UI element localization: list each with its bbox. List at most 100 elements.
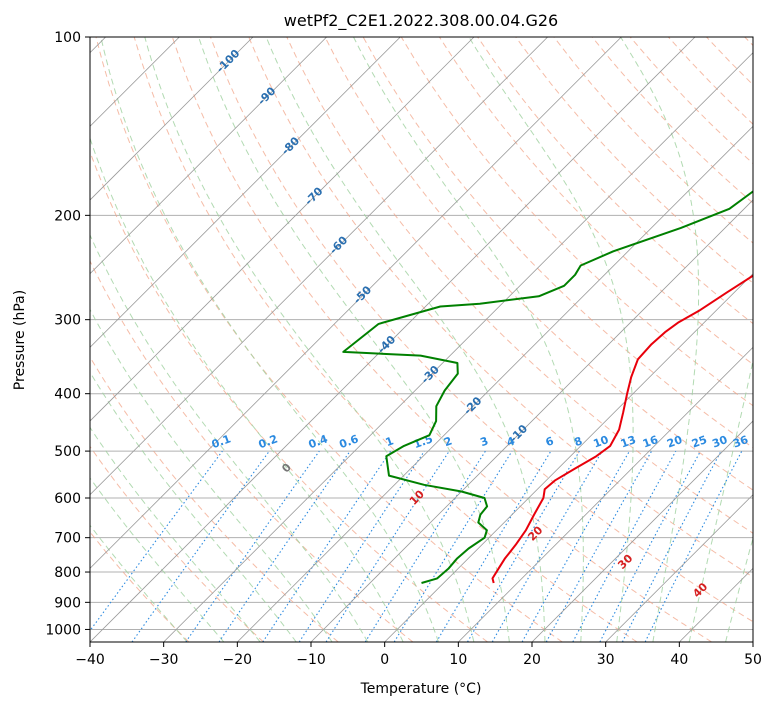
mixing-ratio-label: 13	[619, 433, 638, 450]
y-tick-label: 400	[54, 387, 81, 403]
mixing-ratio-label: 20	[665, 433, 684, 451]
chart-title: wetPf2_C2E1.2022.308.00.04.G26	[284, 11, 558, 31]
mixing-ratio-label: 0.1	[210, 432, 233, 451]
moist-adiabat	[100, 37, 439, 642]
plot-area	[90, 37, 753, 642]
y-tick-label: 800	[54, 565, 81, 581]
isotherm-line	[531, 420, 753, 642]
isotherm-line	[90, 37, 622, 569]
x-tick-label: 10	[449, 652, 467, 668]
x-tick-label: −30	[149, 652, 179, 668]
mixing-ratio-label: 36	[731, 433, 750, 451]
mixing-ratio-label: 10	[592, 433, 611, 451]
y-tick-label: 300	[54, 313, 81, 329]
mixing-ratio-line	[298, 450, 425, 642]
y-tick-label: 500	[54, 444, 81, 460]
plot-background	[90, 37, 753, 642]
mixing-ratio-label: 8	[572, 434, 584, 449]
isotherm-line	[90, 37, 401, 348]
x-tick-label: 0	[380, 652, 389, 668]
isotherm-line	[458, 346, 753, 642]
mixing-ratio-line	[325, 450, 450, 642]
sounding-series	[342, 190, 753, 584]
temperature-line	[491, 274, 753, 584]
mixing-ratio-label: 1	[384, 434, 396, 449]
moist-adiabat	[688, 358, 753, 642]
x-axis-ticks: −40 −30 −20 −10 0 10 20 30 40 50	[75, 642, 762, 668]
pressure-gridlines	[90, 37, 753, 630]
y-tick-label: 700	[54, 531, 81, 547]
x-tick-label: 30	[597, 652, 615, 668]
dry-adiabat	[515, 37, 753, 284]
y-tick-label: 600	[54, 491, 81, 507]
dry-adiabat	[324, 37, 753, 491]
y-axis-title: Pressure (hPa)	[12, 290, 28, 390]
moist-adiabat	[725, 536, 753, 642]
dry-adiabat	[95, 37, 563, 642]
dry-adiabat	[286, 37, 753, 534]
dry-adiabat	[248, 37, 753, 578]
y-tick-label: 100	[54, 30, 81, 46]
mixing-ratio-label: 4	[505, 434, 517, 449]
moist-adiabat	[90, 524, 188, 642]
mixing-ratio-label: 16	[641, 433, 660, 451]
dry-adiabat	[90, 445, 264, 642]
moist-adiabat	[90, 136, 404, 642]
mixing-ratio-line	[572, 450, 677, 642]
mixing-ratio-label: 0.6	[338, 432, 361, 451]
moist-adiabat	[90, 233, 369, 642]
moist-adiabat	[90, 426, 261, 642]
x-tick-label: 50	[744, 652, 762, 668]
y-tick-label: 1000	[45, 622, 81, 638]
dry-adiabat	[210, 37, 753, 623]
isotherm-line	[310, 199, 753, 642]
moist-adiabat	[620, 37, 700, 642]
isotherm-line	[90, 37, 548, 496]
moist-adiabat	[198, 37, 510, 642]
x-tick-label: −20	[223, 652, 253, 668]
isotherm-line	[90, 37, 475, 422]
x-tick-label: −10	[296, 652, 326, 668]
dry-adiabat	[90, 259, 414, 642]
moist-adiabat	[90, 477, 225, 642]
mixing-ratio-label: 2	[442, 434, 454, 449]
isotherm-line	[90, 37, 696, 642]
mixing-ratio-line	[218, 450, 351, 642]
mixing-ratio-line	[262, 450, 392, 642]
mixing-ratio-label: 0.4	[307, 432, 330, 451]
x-tick-label: 40	[670, 652, 688, 668]
mixing-ratio-label: 30	[710, 433, 729, 451]
isotherms	[90, 37, 753, 642]
mixing-ratio-line	[644, 450, 743, 642]
isotherm-line	[384, 273, 753, 642]
mixing-ratio-line	[521, 450, 630, 642]
dry-adiabat	[171, 37, 712, 642]
isotherm-line	[237, 125, 753, 642]
y-axis-ticks: 100 200 300 400 500 600 700 800 900 1000	[45, 30, 90, 638]
mixing-ratio-label: 3	[478, 434, 490, 449]
y-tick-label: 200	[54, 208, 81, 224]
x-tick-label: 20	[523, 652, 541, 668]
x-axis-title: Temperature (°C)	[360, 681, 482, 697]
mixing-ratio-line	[90, 450, 223, 632]
mixing-ratio-label: 0.2	[257, 432, 280, 451]
moist-adiabat	[144, 37, 475, 642]
mixing-ratio-lines	[90, 450, 743, 642]
isotherm-line	[605, 494, 753, 642]
moist-adiabat	[265, 37, 546, 642]
moist-adiabat	[90, 308, 333, 642]
moist-adiabat	[353, 37, 584, 642]
isotherm-line	[90, 37, 254, 201]
dry-adiabats	[90, 37, 753, 642]
mixing-ratio-line	[393, 450, 513, 642]
isotherm-line	[90, 37, 327, 275]
y-tick-label: 900	[54, 595, 81, 611]
mixing-ratio-label: 1.5	[412, 432, 435, 451]
mixing-ratio-line	[185, 450, 320, 642]
plot-frame	[89, 36, 754, 643]
moist-adiabats	[90, 37, 753, 642]
isotherm-line	[752, 641, 753, 642]
x-tick-label: −40	[75, 652, 105, 668]
mixing-ratio-line	[131, 450, 270, 642]
